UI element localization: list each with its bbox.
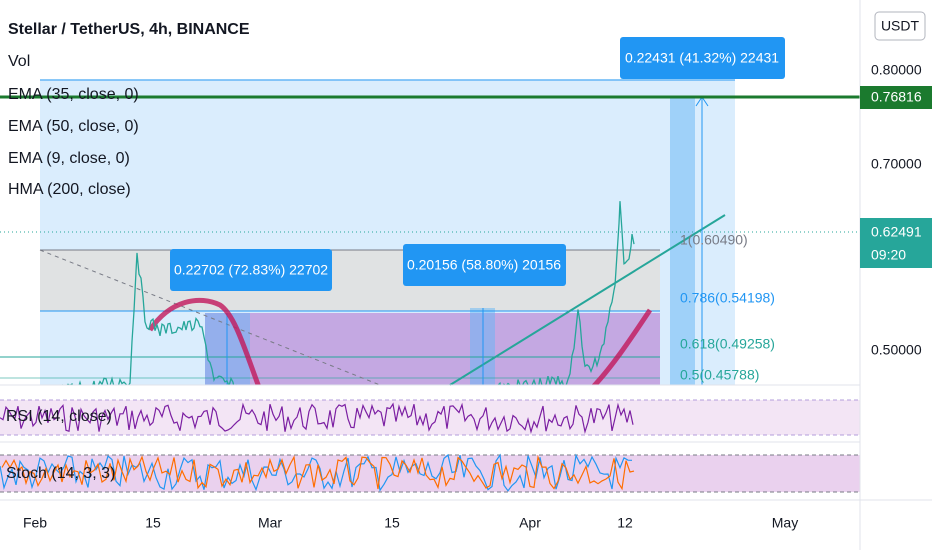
indicator: EMA (50, close, 0)	[8, 118, 139, 135]
trend-line	[39, 249, 381, 386]
stoch-band	[0, 455, 860, 492]
currency-button[interactable]	[874, 11, 926, 41]
time-label: Mar	[258, 515, 282, 531]
countdown: 09:20	[871, 247, 906, 263]
time-label: 15	[384, 515, 400, 531]
pane-title: Stoch (14, 3, 3)	[6, 465, 115, 482]
price-label: 0.70000	[871, 156, 922, 172]
time-label: 15	[145, 515, 161, 531]
indicator: HMA (200, close)	[8, 181, 131, 198]
measure-text: 0.22431 (41.32%) 22431	[625, 50, 779, 66]
measure-label	[403, 244, 566, 286]
price-label: 0.50000	[871, 342, 922, 358]
long-position-zone	[40, 80, 735, 385]
symbol-title: Stellar / TetherUS, 4h, BINANCE	[8, 21, 250, 38]
currency[interactable]: USDT	[881, 18, 920, 34]
rsi-line	[0, 402, 634, 435]
indicator: Vol	[8, 53, 30, 70]
time-label: May	[772, 515, 798, 531]
indicator: EMA (35, close, 0)	[8, 86, 139, 103]
stoch-k	[0, 453, 633, 492]
last-price: 0.62491	[871, 224, 922, 240]
measure-text: 0.22702 (72.83%) 22702	[174, 262, 328, 278]
time-label: Feb	[23, 515, 47, 531]
fib-label: 0.5(0.45788)	[680, 367, 759, 383]
trend-line	[449, 214, 726, 386]
fib-label: 0.618(0.49258)	[680, 336, 775, 352]
indicator: EMA (9, close, 0)	[8, 150, 130, 167]
hma-line	[147, 297, 261, 385]
pane-title: RSI (14, close)	[6, 408, 112, 425]
hma-line	[591, 308, 653, 385]
alert-tag	[860, 86, 932, 109]
measure-text: 0.20156 (58.80%) 20156	[407, 257, 561, 273]
price-label: 0.80000	[871, 62, 922, 78]
fib-zone	[40, 250, 660, 311]
time-label: 12	[617, 515, 633, 531]
purple-zone	[205, 313, 660, 385]
alert-price: 0.76816	[871, 89, 922, 105]
time-label: Apr	[519, 515, 541, 531]
fib-label: 1(0.60490)	[680, 232, 748, 248]
measure-label	[170, 249, 332, 291]
fib-label: 0.786(0.54198)	[680, 290, 775, 306]
price-path	[61, 201, 635, 385]
measure-label	[620, 37, 785, 79]
last-price-tag	[860, 218, 932, 268]
stoch-d	[1, 454, 635, 491]
